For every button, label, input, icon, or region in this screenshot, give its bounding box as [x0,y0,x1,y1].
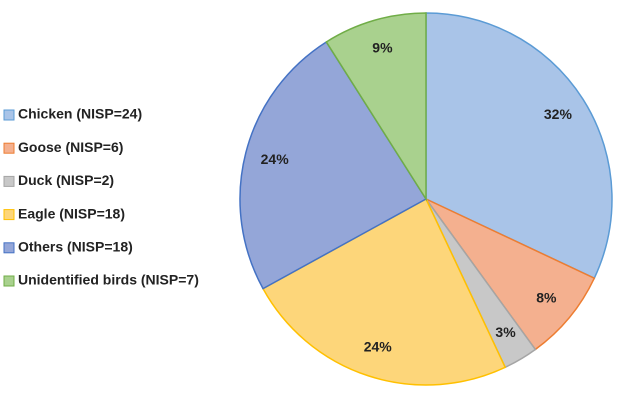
legend-swatch [3,275,15,287]
legend-swatch [3,175,15,187]
data-label: 32% [544,106,573,122]
data-label: 24% [364,338,393,354]
legend-swatch [3,209,15,221]
pie-slice [261,197,507,386]
pie-slice [425,198,596,351]
legend-swatch [3,142,15,154]
data-label: 24% [261,151,290,167]
pie-slice [239,40,428,290]
data-label: 3% [495,324,516,340]
pie-slice [425,12,613,280]
data-label: 8% [536,289,557,305]
legend-label: Goose (NISP=6) [18,139,123,155]
legend-label: Chicken (NISP=24) [18,106,142,122]
pie-slice [325,12,427,202]
legend-swatch [3,109,15,121]
legend-label: Others (NISP=18) [18,239,133,255]
legend-label: Duck (NISP=2) [18,172,114,188]
legend-label: Eagle (NISP=18) [18,205,125,221]
data-label: 9% [372,40,393,56]
legend-label: Unidentified birds (NISP=7) [18,272,199,288]
legend-swatch [3,242,15,254]
